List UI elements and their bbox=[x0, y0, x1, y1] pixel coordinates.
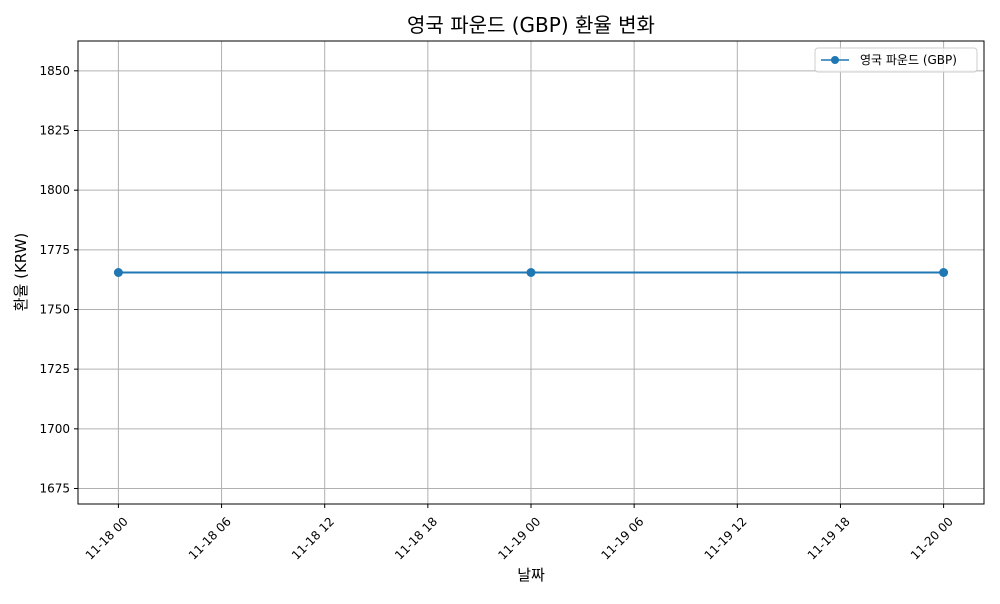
x-axis-ticks: 11-18 00 11-18 06 11-18 12 11-18 18 11-19 00… bbox=[83, 504, 956, 562]
y-tick-label: 1750 bbox=[39, 302, 70, 316]
y-axis-label: 환율 (KRW) bbox=[12, 233, 30, 312]
x-tick-label: 11-18 12 bbox=[289, 514, 337, 562]
y-axis-ticks: 1675 1700 1725 1750 1775 1800 1825 1850 bbox=[39, 64, 78, 495]
x-tick-label: 11-18 00 bbox=[83, 514, 131, 562]
x-tick-label: 11-19 06 bbox=[598, 514, 646, 562]
y-tick-label: 1675 bbox=[39, 481, 70, 495]
y-tick-label: 1800 bbox=[39, 183, 70, 197]
legend-marker-swatch bbox=[831, 56, 839, 64]
x-tick-label: 11-19 18 bbox=[805, 514, 853, 562]
legend: 영국 파운드 (GBP) bbox=[814, 47, 978, 73]
y-tick-label: 1825 bbox=[39, 123, 70, 137]
x-tick-label: 11-18 06 bbox=[186, 514, 234, 562]
x-tick-label: 11-18 18 bbox=[392, 514, 440, 562]
x-axis-label: 날짜 bbox=[517, 566, 545, 584]
x-tick-label: 11-19 12 bbox=[702, 514, 750, 562]
y-tick-label: 1850 bbox=[39, 64, 70, 78]
legend-box bbox=[814, 47, 978, 73]
x-tick-label: 11-19 00 bbox=[495, 514, 543, 562]
series-layer bbox=[113, 268, 949, 277]
legend-series-label: 영국 파운드 (GBP) bbox=[860, 53, 957, 67]
y-tick-label: 1725 bbox=[39, 362, 70, 376]
y-tick-label: 1775 bbox=[39, 243, 70, 257]
data-point bbox=[939, 268, 949, 277]
data-point bbox=[526, 268, 536, 277]
chart-title: 영국 파운드 (GBP) 환율 변화 bbox=[407, 13, 655, 37]
data-point bbox=[113, 268, 123, 277]
x-tick-label: 11-20 00 bbox=[908, 514, 956, 562]
y-tick-label: 1700 bbox=[39, 422, 70, 436]
